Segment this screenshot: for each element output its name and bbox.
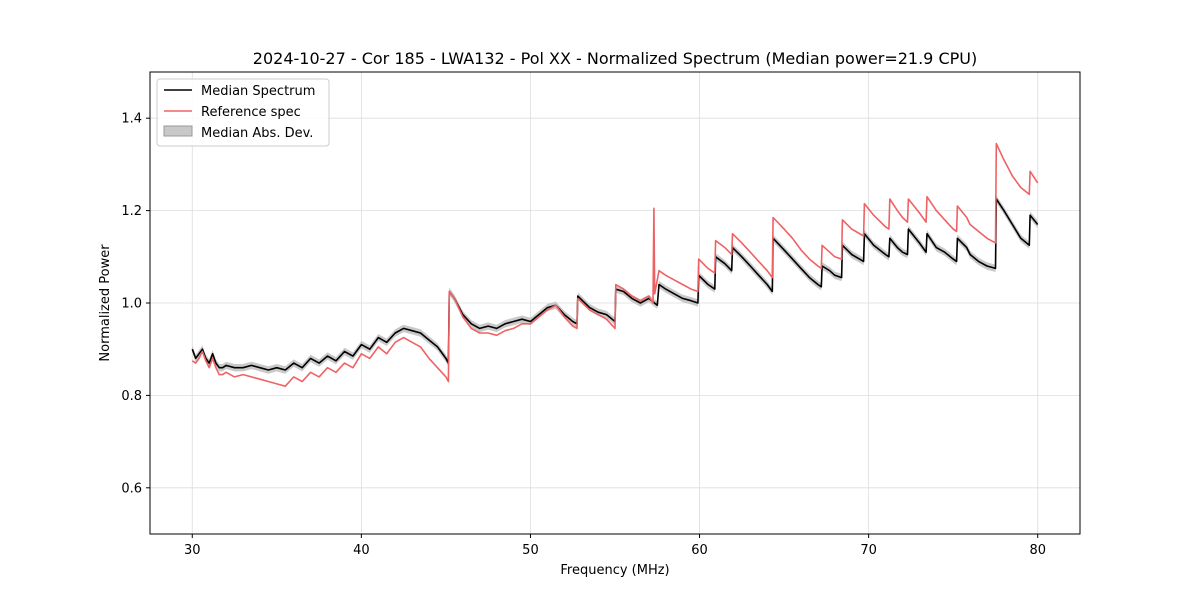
legend-swatch-mad [163, 125, 193, 137]
y-tick-label: 1.0 [121, 297, 142, 312]
grid [150, 72, 1080, 534]
x-tick-label: 40 [353, 543, 370, 558]
y-axis-label: Normalized Power [98, 244, 113, 362]
y-tick-label: 0.6 [121, 481, 142, 496]
x-axis: 30 40 50 60 70 80 [184, 534, 1046, 558]
series-lines [191, 142, 1039, 388]
y-axis: 0.6 0.8 1.0 1.2 1.4 [121, 112, 150, 496]
x-tick-label: 30 [184, 543, 201, 558]
chart-title: 2024-10-27 - Cor 185 - LWA132 - Pol XX -… [253, 49, 977, 68]
y-tick-label: 1.2 [121, 204, 142, 219]
legend-frame [156, 78, 330, 147]
legend-label-reference: Reference spec [201, 105, 301, 120]
legend: Median Spectrum Reference spec Median Ab… [156, 78, 330, 147]
reference-spec-line [191, 142, 1039, 388]
median-spectrum-line [191, 198, 1039, 371]
x-tick-label: 80 [1029, 543, 1046, 558]
legend-label-median: Median Spectrum [201, 84, 315, 99]
x-axis-label: Frequency (MHz) [560, 563, 669, 578]
y-tick-label: 0.8 [121, 389, 142, 404]
y-tick-label: 1.4 [121, 112, 142, 127]
x-tick-label: 60 [691, 543, 708, 558]
x-tick-label: 50 [522, 543, 539, 558]
x-tick-label: 70 [860, 543, 877, 558]
legend-label-mad: Median Abs. Dev. [201, 126, 313, 141]
